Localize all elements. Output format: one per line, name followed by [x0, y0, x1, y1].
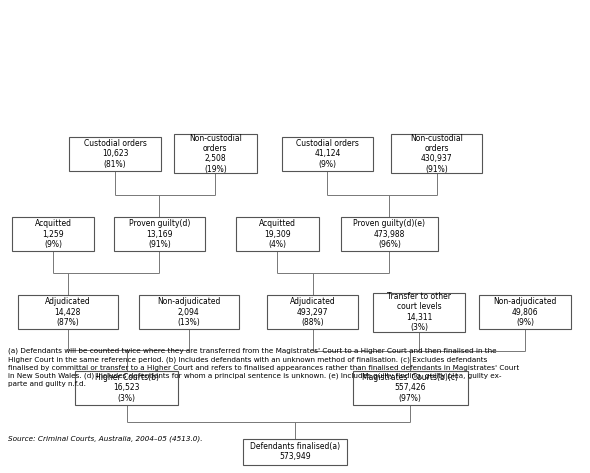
Text: Non-custodial
orders
2,508
(19%): Non-custodial orders 2,508 (19%) — [189, 134, 242, 174]
Text: Custodial orders
41,124
(9%): Custodial orders 41,124 (9%) — [296, 139, 359, 169]
FancyBboxPatch shape — [236, 217, 319, 251]
Text: Acquitted
1,259
(9%): Acquitted 1,259 (9%) — [35, 219, 71, 249]
Text: Magistrates' Courts(b)(c)
557,426
(97%): Magistrates' Courts(b)(c) 557,426 (97%) — [362, 373, 458, 403]
Text: Proven guilty(d)
13,169
(91%): Proven guilty(d) 13,169 (91%) — [129, 219, 190, 249]
Text: Source: Criminal Courts, Australia, 2004–05 (4513.0).: Source: Criminal Courts, Australia, 2004… — [8, 435, 202, 442]
Text: Non-adjudicated
49,806
(9%): Non-adjudicated 49,806 (9%) — [493, 297, 557, 327]
FancyBboxPatch shape — [114, 217, 205, 251]
Text: Defendants finalised(a)
573,949: Defendants finalised(a) 573,949 — [250, 442, 340, 462]
FancyBboxPatch shape — [267, 295, 358, 329]
FancyBboxPatch shape — [352, 371, 467, 405]
Text: Adjudicated
14,428
(87%): Adjudicated 14,428 (87%) — [45, 297, 91, 327]
Text: Non-custodial
orders
430,937
(91%): Non-custodial orders 430,937 (91%) — [410, 134, 463, 174]
FancyBboxPatch shape — [479, 295, 571, 329]
FancyBboxPatch shape — [75, 371, 178, 405]
Text: (a) Defendants will be counted twice where they are transferred from the Magistr: (a) Defendants will be counted twice whe… — [8, 348, 519, 387]
FancyBboxPatch shape — [373, 293, 464, 332]
FancyBboxPatch shape — [18, 295, 118, 329]
Text: Higher Courts(b)
16,523
(3%): Higher Courts(b) 16,523 (3%) — [95, 373, 159, 403]
Text: Acquitted
19,309
(4%): Acquitted 19,309 (4%) — [259, 219, 296, 249]
Text: Adjudicated
493,297
(88%): Adjudicated 493,297 (88%) — [290, 297, 336, 327]
FancyBboxPatch shape — [139, 295, 239, 329]
FancyBboxPatch shape — [12, 217, 94, 251]
FancyBboxPatch shape — [391, 134, 483, 173]
Text: Custodial orders
10,623
(81%): Custodial orders 10,623 (81%) — [84, 139, 146, 169]
Text: Proven guilty(d)(e)
473,988
(96%): Proven guilty(d)(e) 473,988 (96%) — [353, 219, 425, 249]
FancyBboxPatch shape — [341, 217, 438, 251]
Text: Transfer to other
court levels
14,311
(3%): Transfer to other court levels 14,311 (3… — [387, 292, 451, 332]
Text: Non-adjudicated
2,094
(13%): Non-adjudicated 2,094 (13%) — [157, 297, 221, 327]
FancyBboxPatch shape — [174, 134, 257, 173]
FancyBboxPatch shape — [69, 137, 160, 171]
FancyBboxPatch shape — [243, 439, 347, 464]
FancyBboxPatch shape — [282, 137, 373, 171]
